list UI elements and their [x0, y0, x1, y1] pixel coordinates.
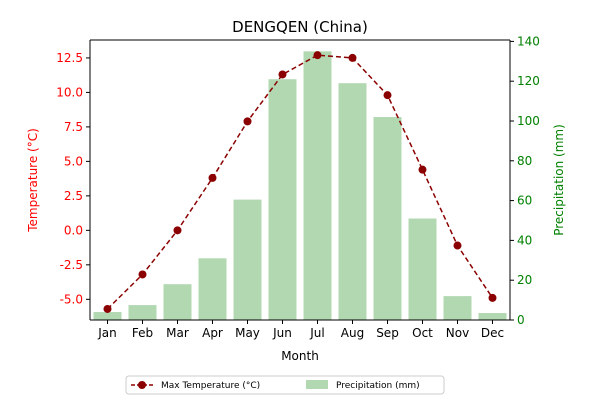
temp-point-apr — [208, 173, 217, 182]
line-series — [103, 51, 497, 313]
x-axis-label: Month — [281, 349, 319, 363]
chart-title: DENGQEN (China) — [232, 18, 368, 36]
y-left-tick-label: 0.0 — [64, 223, 83, 237]
y-right-tick-label: 60 — [517, 194, 532, 208]
precip-bar-oct — [408, 218, 437, 320]
temp-point-jan — [103, 304, 112, 313]
precip-bar-apr — [198, 258, 227, 320]
precip-bar-aug — [338, 83, 367, 320]
temp-point-dec — [488, 293, 497, 302]
legend: Max Temperature (°C) Precipitation (mm) — [125, 375, 445, 395]
temp-point-mar — [173, 226, 182, 235]
x-tick-label: Jun — [272, 326, 292, 340]
y-right-tick-label: 100 — [517, 114, 540, 128]
precip-bar-feb — [128, 305, 157, 320]
y-left-tick-label: -2.5 — [60, 258, 83, 272]
temp-point-nov — [453, 241, 462, 250]
x-tick-label: Sep — [376, 326, 399, 340]
legend-bar-swatch — [306, 380, 328, 389]
precip-bar-sep — [373, 117, 402, 320]
temp-point-sep — [383, 91, 392, 100]
y-right-tick-label: 140 — [517, 34, 540, 48]
temp-point-jun — [278, 70, 287, 79]
precip-bar-may — [233, 199, 262, 320]
x-tick-label: Jan — [97, 326, 117, 340]
legend-line-marker — [138, 381, 146, 389]
y-left-tick-label: 10.0 — [56, 85, 83, 99]
precip-bar-nov — [443, 296, 472, 320]
bar-series — [93, 51, 507, 320]
x-tick-label: Oct — [412, 326, 433, 340]
legend-bar-label: Precipitation (mm) — [336, 381, 420, 391]
y-right-tick-label: 0 — [517, 313, 525, 327]
y-left-tick-label: 7.5 — [64, 120, 83, 134]
axes: Jan Feb Mar Apr May Jun Jul Aug Sep Oct Nov Dec -5.0… — [56, 34, 540, 340]
temp-point-feb — [138, 270, 147, 279]
y-right-tick-label: 80 — [517, 154, 532, 168]
temp-point-oct — [418, 165, 427, 174]
legend-box — [125, 375, 445, 395]
x-tick-label: May — [235, 326, 260, 340]
precip-bar-jul — [303, 51, 332, 320]
y-axis-left-label: Temperature (°C) — [26, 128, 40, 233]
x-tick-label: Feb — [132, 326, 153, 340]
legend-line-label: Max Temperature (°C) — [161, 381, 260, 391]
temp-point-aug — [348, 53, 357, 62]
precip-bar-mar — [163, 284, 192, 320]
y-left-tick-label: -5.0 — [60, 292, 83, 306]
precip-bar-jan — [93, 312, 122, 320]
x-tick-label: Nov — [446, 326, 469, 340]
temperature-line — [106, 54, 494, 310]
y-right-tick-label: 20 — [517, 273, 532, 287]
x-tick-label: Apr — [202, 326, 223, 340]
x-tick-label: Dec — [481, 326, 504, 340]
temp-point-jul — [313, 51, 322, 60]
precip-bar-dec — [478, 313, 507, 320]
y-left-tick-label: 5.0 — [64, 154, 83, 168]
precip-bar-jun — [268, 79, 297, 320]
y-axis-right-label: Precipitation (mm) — [552, 124, 566, 236]
temp-point-may — [243, 117, 252, 126]
x-tick-label: Aug — [341, 326, 364, 340]
y-left-tick-label: 2.5 — [64, 189, 83, 203]
x-tick-label: Jul — [309, 326, 324, 340]
x-tick-label: Mar — [166, 326, 189, 340]
y-right-tick-label: 40 — [517, 233, 532, 247]
y-right-tick-label: 120 — [517, 74, 540, 88]
y-left-tick-label: 12.5 — [56, 51, 83, 65]
